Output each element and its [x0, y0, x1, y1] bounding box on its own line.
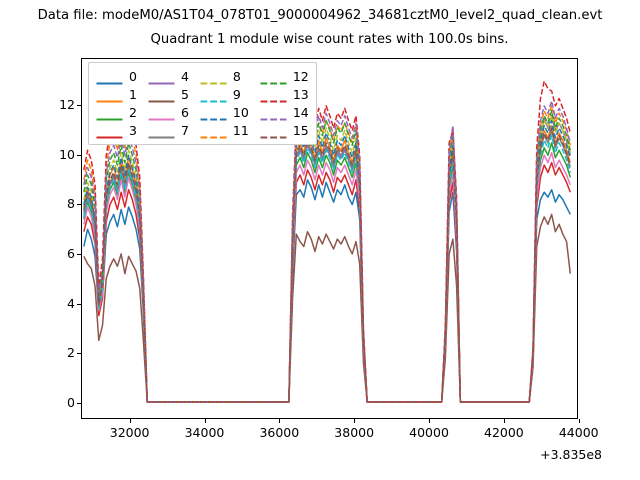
- plot-area: [83, 80, 572, 403]
- series-line-12: [83, 110, 572, 403]
- x-tick-label: 34000: [184, 425, 225, 440]
- x-tick-mark: [429, 419, 431, 423]
- legend-entry-11[interactable]: 11: [200, 122, 249, 140]
- y-tick-mark: [77, 303, 81, 305]
- x-tick-label: 38000: [334, 425, 375, 440]
- figure-suptitle-container: Data file: modeM0/AS1T04_078T01_90000049…: [0, 6, 640, 28]
- legend-label-9: 9: [232, 87, 241, 102]
- legend-label-3: 3: [129, 123, 137, 138]
- x-tick-label: 36000: [259, 425, 300, 440]
- legend-label-2: 2: [129, 105, 137, 120]
- legend-entry-1[interactable]: 1: [96, 86, 137, 104]
- legend-label-1: 1: [129, 87, 137, 102]
- legend-entry-8[interactable]: 8: [200, 68, 249, 86]
- y-tick-label: 6: [67, 246, 75, 261]
- x-axis-offset-label: +3.835e8: [540, 447, 602, 462]
- series-line-3: [83, 161, 571, 403]
- series-line-5: [83, 213, 572, 403]
- y-tick-mark: [77, 154, 81, 156]
- y-tick-label: 8: [67, 196, 75, 212]
- series-line-7: [83, 129, 572, 403]
- x-tick-label: 42000: [484, 425, 524, 440]
- x-tick-mark: [354, 419, 356, 423]
- x-tick-label: 40000: [409, 425, 449, 440]
- x-tick-mark: [204, 419, 206, 423]
- legend-entry-14[interactable]: 14: [260, 104, 309, 122]
- legend-label-6: 6: [180, 105, 189, 120]
- legend-label-4: 4: [180, 69, 189, 84]
- legend-entry-2[interactable]: 2: [96, 104, 137, 122]
- legend-swatch-13: [260, 91, 287, 102]
- legend-entry-4[interactable]: 4: [148, 68, 189, 86]
- legend-label-7: 7: [180, 123, 189, 138]
- legend-swatch-0: [96, 73, 123, 84]
- legend-swatch-9: [200, 91, 227, 102]
- y-tick-label: 10: [59, 146, 75, 162]
- y-tick-label: 12: [59, 97, 75, 113]
- legend-swatch-8: [200, 73, 227, 84]
- x-tick-mark: [578, 419, 580, 423]
- legend-swatch-10: [200, 109, 227, 120]
- series-line-1: [83, 124, 572, 403]
- legend-label-8: 8: [232, 69, 241, 84]
- y-tick-label: 0: [67, 394, 75, 410]
- legend-swatch-3: [96, 127, 123, 138]
- legend-entry-10[interactable]: 10: [200, 104, 249, 122]
- legend-entry-15[interactable]: 15: [260, 122, 309, 140]
- legend-grid: 0 4 8 12 1 5 9 13 2 6 10 14 3 7 11 15: [96, 68, 309, 140]
- series-line-0: [83, 179, 571, 403]
- legend-label-12: 12: [292, 69, 309, 84]
- y-tick-label: 2: [67, 345, 75, 361]
- legend-swatch-2: [96, 109, 123, 120]
- legend-label-13: 13: [292, 87, 309, 102]
- plot-axes: [81, 58, 578, 419]
- x-tick-label: 32000: [109, 425, 150, 440]
- y-tick-label: 4: [67, 295, 75, 311]
- series-line-15: [83, 127, 572, 403]
- legend-swatch-14: [260, 109, 287, 120]
- legend-swatch-1: [96, 91, 123, 102]
- legend-entry-13[interactable]: 13: [260, 86, 309, 104]
- y-tick-mark: [77, 353, 81, 355]
- legend-label-5: 5: [180, 87, 189, 102]
- legend-entry-7[interactable]: 7: [148, 122, 189, 140]
- figure-suptitle: Data file: modeM0/AS1T04_078T01_90000049…: [37, 8, 603, 23]
- x-tick-mark: [129, 419, 131, 423]
- legend-entry-0[interactable]: 0: [96, 68, 137, 86]
- legend-swatch-4: [148, 73, 175, 84]
- y-tick-mark: [77, 105, 81, 107]
- legend-entry-6[interactable]: 6: [148, 104, 189, 122]
- legend-entry-5[interactable]: 5: [148, 86, 189, 104]
- series-line-6: [83, 152, 571, 403]
- legend-label-15: 15: [292, 123, 309, 138]
- legend-entry-12[interactable]: 12: [260, 68, 309, 86]
- chart-title: Quadrant 1 module wise count rates with …: [150, 32, 509, 47]
- legend-label-0: 0: [129, 69, 137, 84]
- x-tick-label: 44000: [558, 425, 599, 440]
- legend-swatch-6: [148, 109, 175, 120]
- legend-label-10: 10: [232, 105, 249, 120]
- legend-swatch-11: [200, 127, 227, 138]
- y-tick-mark: [77, 402, 81, 404]
- y-tick-mark: [77, 254, 81, 255]
- legend-swatch-5: [148, 91, 175, 102]
- legend-swatch-12: [260, 73, 287, 84]
- chart-legend[interactable]: 0 4 8 12 1 5 9 13 2 6 10 14 3 7 11 15: [88, 62, 317, 145]
- y-tick-mark: [77, 204, 81, 206]
- legend-swatch-15: [260, 127, 287, 138]
- legend-entry-3[interactable]: 3: [96, 122, 137, 140]
- legend-label-11: 11: [232, 123, 249, 138]
- series-line-9: [83, 134, 572, 403]
- x-tick-mark: [503, 419, 505, 423]
- series-line-2: [83, 142, 572, 403]
- legend-entry-9[interactable]: 9: [200, 86, 249, 104]
- legend-swatch-7: [148, 127, 175, 138]
- legend-label-14: 14: [292, 105, 309, 120]
- x-tick-mark: [279, 419, 281, 423]
